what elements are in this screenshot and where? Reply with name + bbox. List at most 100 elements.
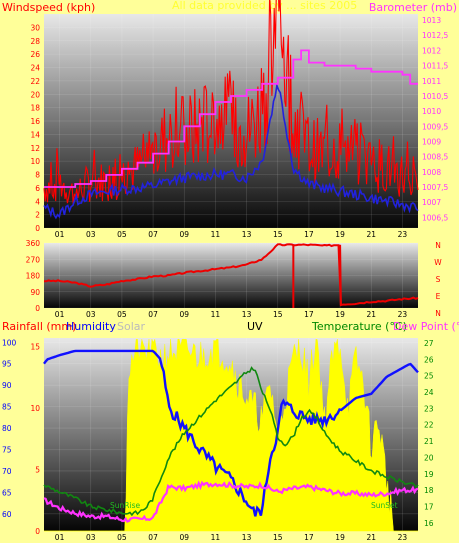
chart2-left-tick-label: 360 bbox=[26, 239, 41, 248]
chart2-direction-jump bbox=[339, 244, 342, 306]
chart2-x-tick-label: 05 bbox=[117, 310, 127, 319]
chart3-rain-tick-label: 5 bbox=[35, 466, 40, 475]
chart3-rain-tick-label: 15 bbox=[30, 343, 40, 352]
chart1-right-tick-label: 1011 bbox=[422, 77, 441, 86]
chart1-right-tick-label: 1010,5 bbox=[422, 92, 448, 101]
chart1-right-tick-label: 1007,5 bbox=[422, 183, 448, 192]
chart3-temp-tick-label: 27 bbox=[424, 339, 434, 348]
chart2-x-tick-label: 23 bbox=[398, 310, 408, 319]
chart3-x-tick-label: 07 bbox=[148, 533, 158, 542]
chart1-right-tick-label: 1012 bbox=[422, 46, 441, 55]
chart1-right-tick-label: 1012,5 bbox=[422, 31, 448, 40]
chart3-solar-area bbox=[44, 338, 418, 532]
chart1-right-tick-label: 1008,5 bbox=[422, 153, 448, 162]
chart1-right-tick-label: 1011,5 bbox=[422, 62, 448, 71]
chart3-rain-tick-label: 0 bbox=[35, 527, 40, 536]
chart3-temp-tick-label: 17 bbox=[424, 502, 434, 511]
chart2-x-tick-label: 15 bbox=[273, 310, 283, 319]
chart3-temperature-line bbox=[43, 366, 419, 517]
chart3-x-tick-label: 05 bbox=[117, 533, 127, 542]
chart2-x-tick-label: 09 bbox=[179, 310, 189, 319]
chart2-x-tick-label: 17 bbox=[304, 310, 314, 319]
chart1-left-tick-label: 0 bbox=[35, 224, 40, 233]
chart1-left-tick-label: 8 bbox=[35, 171, 40, 180]
chart3-humidity-tick-label: 60 bbox=[2, 510, 12, 519]
chart3-humidity-tick-label: 85 bbox=[2, 403, 12, 412]
chart3-x-tick-label: 13 bbox=[242, 533, 252, 542]
chart3-rain-tick-label: 10 bbox=[30, 404, 40, 413]
chart2-x-tick-label: 11 bbox=[211, 310, 221, 319]
chart1-left-tick-label: 22 bbox=[30, 77, 40, 86]
chart1-left-tick-label: 14 bbox=[30, 130, 40, 139]
chart3-x-tick-label: 11 bbox=[211, 533, 221, 542]
chart3-dewpoint-line bbox=[43, 480, 419, 523]
chart2-x-tick-label: 19 bbox=[335, 310, 345, 319]
chart3-title-uv: UV bbox=[247, 320, 263, 333]
chart3-title-dewpoint: Dew Point (°C) bbox=[393, 320, 459, 333]
chart3-x-tick-label: 17 bbox=[304, 533, 314, 542]
chart2-left-tick-label: 90 bbox=[30, 288, 40, 297]
chart2-x-tick-label: 07 bbox=[148, 310, 158, 319]
chart1-right-tick-label: 1008 bbox=[422, 168, 441, 177]
chart3-humidity-tick-label: 90 bbox=[2, 381, 12, 390]
chart2-direction-letter: S bbox=[436, 275, 441, 284]
chart3-temp-tick-label: 22 bbox=[424, 421, 434, 430]
chart3-humidity-tick-label: 75 bbox=[2, 446, 12, 455]
chart2-left-tick-label: 0 bbox=[35, 304, 40, 313]
chart3-temp-tick-label: 26 bbox=[424, 355, 434, 364]
chart1-left-tick-label: 18 bbox=[30, 104, 40, 113]
chart3-temp-tick-label: 18 bbox=[424, 486, 434, 495]
chart1-left-tick-label: 26 bbox=[30, 50, 40, 59]
chart3-title-rainfall: Rainfall (mm) bbox=[2, 320, 76, 333]
chart3-title-humidity: Humidity bbox=[66, 320, 116, 333]
chart1-right-tick-label: 1010 bbox=[422, 107, 441, 116]
chart1-x-tick-label: 07 bbox=[148, 230, 158, 239]
chart3-humidity-line bbox=[43, 349, 419, 517]
chart3-humidity-tick-label: 95 bbox=[2, 360, 12, 369]
chart1-left-title: Windspeed (kph) bbox=[2, 1, 95, 14]
chart1-right-title: Barometer (mb) bbox=[369, 1, 457, 14]
chart2-wind-direction-line bbox=[43, 243, 419, 307]
chart3-temp-tick-label: 20 bbox=[424, 453, 434, 462]
chart1-right-tick-label: 1013 bbox=[422, 16, 441, 25]
chart3-temp-tick-label: 16 bbox=[424, 519, 434, 528]
chart3-x-tick-label: 19 bbox=[335, 533, 345, 542]
chart1-left-tick-label: 28 bbox=[30, 37, 40, 46]
chart3-temp-tick-label: 25 bbox=[424, 372, 434, 381]
chart1-x-tick-label: 09 bbox=[179, 230, 189, 239]
chart1-left-tick-label: 16 bbox=[30, 117, 40, 126]
chart2-direction-letter: W bbox=[434, 258, 442, 267]
chart1-x-tick-label: 15 bbox=[273, 230, 283, 239]
chart3-title-solar: Solar bbox=[117, 320, 146, 333]
chart2-x-tick-label: 21 bbox=[366, 310, 376, 319]
chart3-sunrise-label: SunRise bbox=[110, 501, 140, 510]
chart1-left-tick-label: 20 bbox=[30, 90, 40, 99]
chart3-sunset-label: SunSet bbox=[371, 501, 398, 510]
chart3-x-tick-label: 09 bbox=[179, 533, 189, 542]
chart1-left-tick-label: 4 bbox=[35, 197, 40, 206]
chart1-x-tick-label: 21 bbox=[366, 230, 376, 239]
chart3-x-tick-label: 15 bbox=[273, 533, 283, 542]
chart1-right-tick-label: 1007 bbox=[422, 198, 441, 207]
chart3-humidity-tick-label: 65 bbox=[2, 488, 12, 497]
chart2-x-tick-label: 13 bbox=[242, 310, 252, 319]
chart1-left-tick-label: 24 bbox=[30, 64, 40, 73]
chart1-left-tick-label: 2 bbox=[35, 211, 40, 220]
chart3-temp-tick-label: 21 bbox=[424, 437, 434, 446]
chart3-x-tick-label: 01 bbox=[55, 533, 65, 542]
chart2-left-tick-label: 180 bbox=[26, 272, 41, 281]
chart2-plot-area bbox=[44, 243, 418, 308]
chart1-barometer-line bbox=[44, 49, 418, 188]
chart1-x-tick-label: 01 bbox=[55, 230, 65, 239]
chart3-humidity-tick-label: 80 bbox=[2, 424, 12, 433]
chart1-x-tick-label: 05 bbox=[117, 230, 127, 239]
chart2-direction-letter: N bbox=[435, 309, 441, 318]
chart1-x-tick-label: 13 bbox=[242, 230, 252, 239]
chart2-left-tick-label: 270 bbox=[26, 255, 41, 264]
chart1-right-tick-label: 1006,5 bbox=[422, 213, 448, 222]
chart1-x-tick-label: 23 bbox=[398, 230, 408, 239]
chart2-x-tick-label: 01 bbox=[55, 310, 65, 319]
chart1-left-tick-label: 6 bbox=[35, 184, 40, 193]
chart3-title-temperature: Temperature (°C) bbox=[311, 320, 407, 333]
